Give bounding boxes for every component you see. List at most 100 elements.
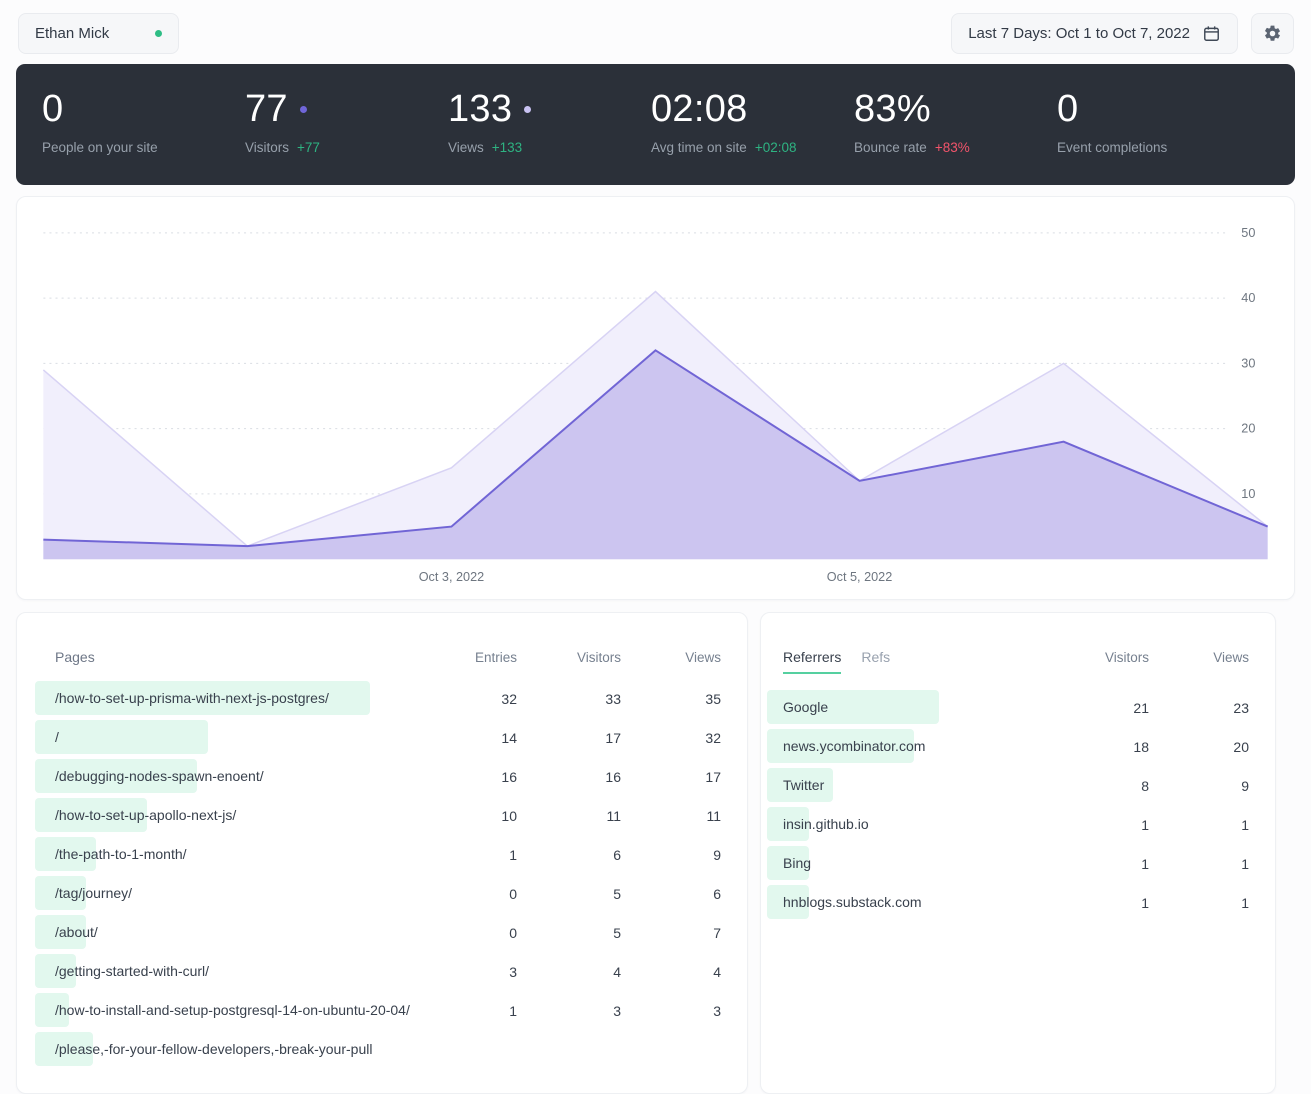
stat-label: Bounce rate: [854, 139, 927, 155]
referrer-table-row[interactable]: Google 21 23: [767, 688, 1249, 727]
value-bar: [35, 837, 96, 871]
referrer-name[interactable]: Bing: [783, 855, 812, 872]
value-bar: [767, 690, 939, 724]
visitors-value: 33: [605, 690, 621, 707]
stat-value: 02:08: [651, 88, 748, 130]
svg-text:20: 20: [1241, 422, 1255, 436]
views-value: 23: [1233, 699, 1249, 716]
calendar-icon: [1202, 24, 1221, 43]
page-table-row[interactable]: /how-to-install-and-setup-postgresql-14-…: [35, 991, 721, 1030]
views-value: 9: [1241, 777, 1249, 794]
tab-refs[interactable]: Refs: [861, 649, 891, 665]
value-bar: [35, 915, 86, 949]
page-name-cell: /tag/journey/: [35, 874, 427, 913]
referrer-table-row[interactable]: news.ycombinator.com 18 20: [767, 727, 1249, 766]
page-table-row[interactable]: /how-to-set-up-apollo-next-js/ 10 11 11: [35, 796, 721, 835]
page-url[interactable]: /debugging-nodes-spawn-enoent/: [55, 768, 264, 785]
visitors-value: 1: [1141, 816, 1149, 833]
visitors-value: 21: [1133, 699, 1149, 716]
svg-text:40: 40: [1241, 291, 1255, 305]
series-dot-icon: [299, 106, 307, 114]
page-name-cell: /: [35, 718, 427, 757]
entries-value: 10: [501, 807, 517, 824]
referrer-name[interactable]: hnblogs.substack.com: [783, 894, 922, 911]
value-bar: [35, 681, 370, 715]
column-header-visitors[interactable]: Visitors: [576, 650, 621, 665]
column-header-views[interactable]: Views: [685, 650, 721, 665]
referrer-name-cell: news.ycombinator.com: [767, 727, 1049, 766]
page-url[interactable]: /how-to-install-and-setup-postgresql-14-…: [55, 1002, 410, 1019]
page-table-row[interactable]: /tag/journey/ 0 5 6: [35, 874, 721, 913]
page-table-row[interactable]: /the-path-to-1-month/ 1 6 9: [35, 835, 721, 874]
page-table-row[interactable]: /please,-for-your-fellow-developers,-bre…: [35, 1030, 721, 1069]
value-bar: [35, 954, 76, 988]
pages-table-header: Pages Entries Visitors Views: [55, 613, 721, 679]
stat-label: People on your site: [42, 139, 158, 155]
referrer-name-cell: Google: [767, 688, 1049, 727]
views-value: 11: [706, 807, 721, 824]
page-table-row[interactable]: /debugging-nodes-spawn-enoent/ 16 16 17: [35, 757, 721, 796]
settings-button[interactable]: [1251, 13, 1294, 54]
views-value: 6: [713, 885, 721, 902]
tab-referrers[interactable]: Referrers: [783, 649, 842, 674]
visitors-value: 6: [613, 846, 621, 863]
page-url[interactable]: /getting-started-with-curl/: [55, 963, 210, 980]
page-url[interactable]: /tag/journey/: [55, 885, 133, 902]
column-header-ref-visitors[interactable]: Visitors: [1104, 650, 1149, 665]
entries-value: 1: [509, 1002, 517, 1019]
page-url[interactable]: /the-path-to-1-month/: [55, 846, 187, 863]
stat-delta: +77: [297, 139, 320, 155]
views-value: 9: [713, 846, 721, 863]
referrer-name[interactable]: insin.github.io: [783, 816, 869, 833]
views-value: 35: [705, 690, 721, 707]
page-table-row[interactable]: / 14 17 32: [35, 718, 721, 757]
traffic-chart-svg[interactable]: 10 20 30 40 50 Oct 3, 2022 Oct 5, 2022: [17, 197, 1294, 599]
page-url[interactable]: /about/: [55, 924, 98, 941]
topbar-actions: Last 7 Days: Oct 1 to Oct 7, 2022: [951, 13, 1294, 54]
visitors-value: 18: [1133, 738, 1149, 755]
visitors-value: 11: [606, 807, 621, 824]
stats-bar: 0 People on your site 77 Visitors +77 13…: [16, 64, 1295, 185]
page-url[interactable]: /please,-for-your-fellow-developers,-bre…: [55, 1041, 373, 1058]
page-url[interactable]: /: [55, 729, 59, 746]
page-table-row[interactable]: /how-to-set-up-prisma-with-next-js-postg…: [35, 679, 721, 718]
entries-value: 32: [501, 690, 517, 707]
referrer-name-cell: hnblogs.substack.com: [767, 883, 1049, 922]
bottom-panels: Pages Entries Visitors Views /how-to-set…: [16, 612, 1295, 1094]
views-value: 20: [1233, 738, 1249, 755]
page-table-row[interactable]: /about/ 0 5 7: [35, 913, 721, 952]
traffic-chart-card: 10 20 30 40 50 Oct 3, 2022 Oct 5, 2022: [16, 196, 1295, 600]
stat-delta: +83%: [934, 139, 970, 155]
page-url[interactable]: /how-to-set-up-prisma-with-next-js-postg…: [55, 690, 329, 707]
value-bar: [35, 798, 147, 832]
referrer-table-row[interactable]: insin.github.io 1 1: [767, 805, 1249, 844]
value-bar: [35, 876, 86, 910]
referrer-name[interactable]: Twitter: [783, 777, 825, 794]
referrer-name[interactable]: news.ycombinator.com: [783, 738, 926, 755]
stat-value: 133: [448, 88, 513, 130]
site-selector-button[interactable]: Ethan Mick: [18, 13, 180, 54]
page-table-row[interactable]: /getting-started-with-curl/ 3 4 4: [35, 952, 721, 991]
referrer-name[interactable]: Google: [783, 699, 829, 716]
stat-value: 0: [42, 88, 64, 130]
pages-table-body: /how-to-set-up-prisma-with-next-js-postg…: [35, 679, 721, 1069]
referrer-name-cell: insin.github.io: [767, 805, 1049, 844]
stat-block: 02:08 Avg time on site +02:08: [651, 64, 854, 185]
date-range-label: Last 7 Days: Oct 1 to Oct 7, 2022: [968, 25, 1190, 42]
date-range-button[interactable]: Last 7 Days: Oct 1 to Oct 7, 2022: [951, 13, 1238, 54]
visitors-value: 17: [605, 729, 621, 746]
value-bar: [767, 729, 915, 763]
referrer-table-row[interactable]: Bing 1 1: [767, 844, 1249, 883]
views-value: 4: [713, 963, 721, 980]
column-header-entries[interactable]: Entries: [474, 650, 517, 665]
referrers-table-body: Google 21 23 news.ycombinator.com 18 20 …: [767, 688, 1249, 922]
visitors-value: 5: [613, 885, 621, 902]
views-value: 7: [713, 924, 721, 941]
referrer-table-row[interactable]: hnblogs.substack.com 1 1: [767, 883, 1249, 922]
column-header-ref-views[interactable]: Views: [1213, 650, 1249, 665]
visitors-value: 16: [605, 768, 621, 785]
stat-value: 77: [245, 88, 288, 130]
stat-label: Views: [448, 139, 484, 155]
referrer-table-row[interactable]: Twitter 8 9: [767, 766, 1249, 805]
page-url[interactable]: /how-to-set-up-apollo-next-js/: [55, 807, 237, 824]
